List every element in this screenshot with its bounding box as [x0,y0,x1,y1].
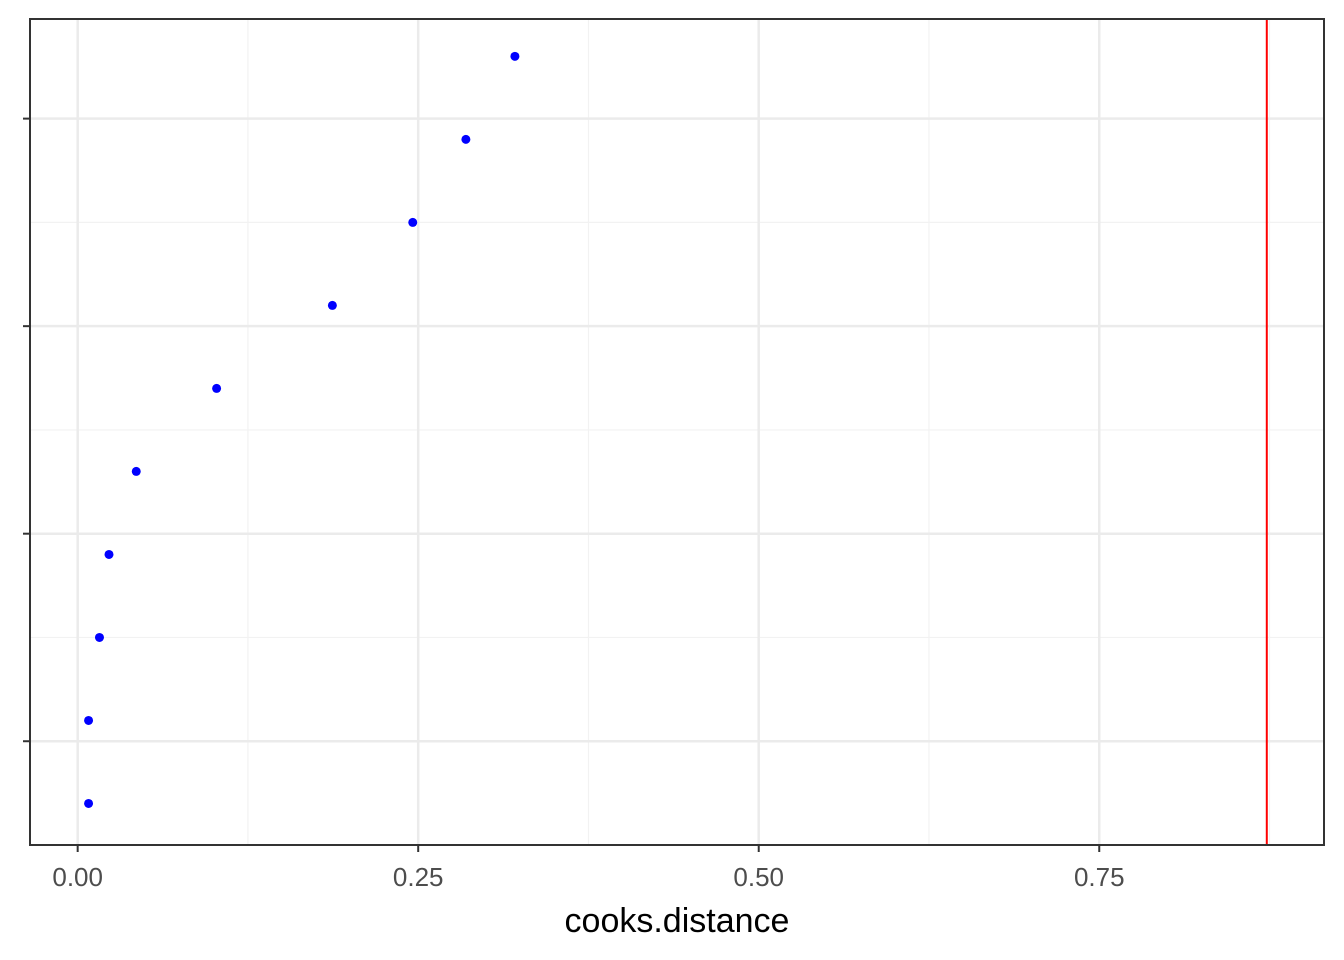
x-axis-title: cooks.distance [565,902,790,940]
data-point [408,217,418,227]
data-point [104,549,114,559]
x-tick-label: 0.25 [393,862,444,892]
data-point [327,300,337,310]
data-points [84,51,520,808]
data-point [131,466,141,476]
x-tick-label: 0.00 [52,862,103,892]
data-point [94,632,104,642]
data-point [212,383,222,393]
data-point [84,798,94,808]
panel-border [29,18,1325,846]
major-gridlines [30,19,1324,845]
x-axis-ticks: 0.00 0.25 0.50 0.75 [23,117,1125,892]
x-tick-label: 0.50 [733,862,784,892]
panel-background [30,19,1324,845]
data-point [84,715,94,725]
data-point [461,134,471,144]
data-point [510,51,520,61]
x-tick-label: 0.75 [1074,862,1125,892]
